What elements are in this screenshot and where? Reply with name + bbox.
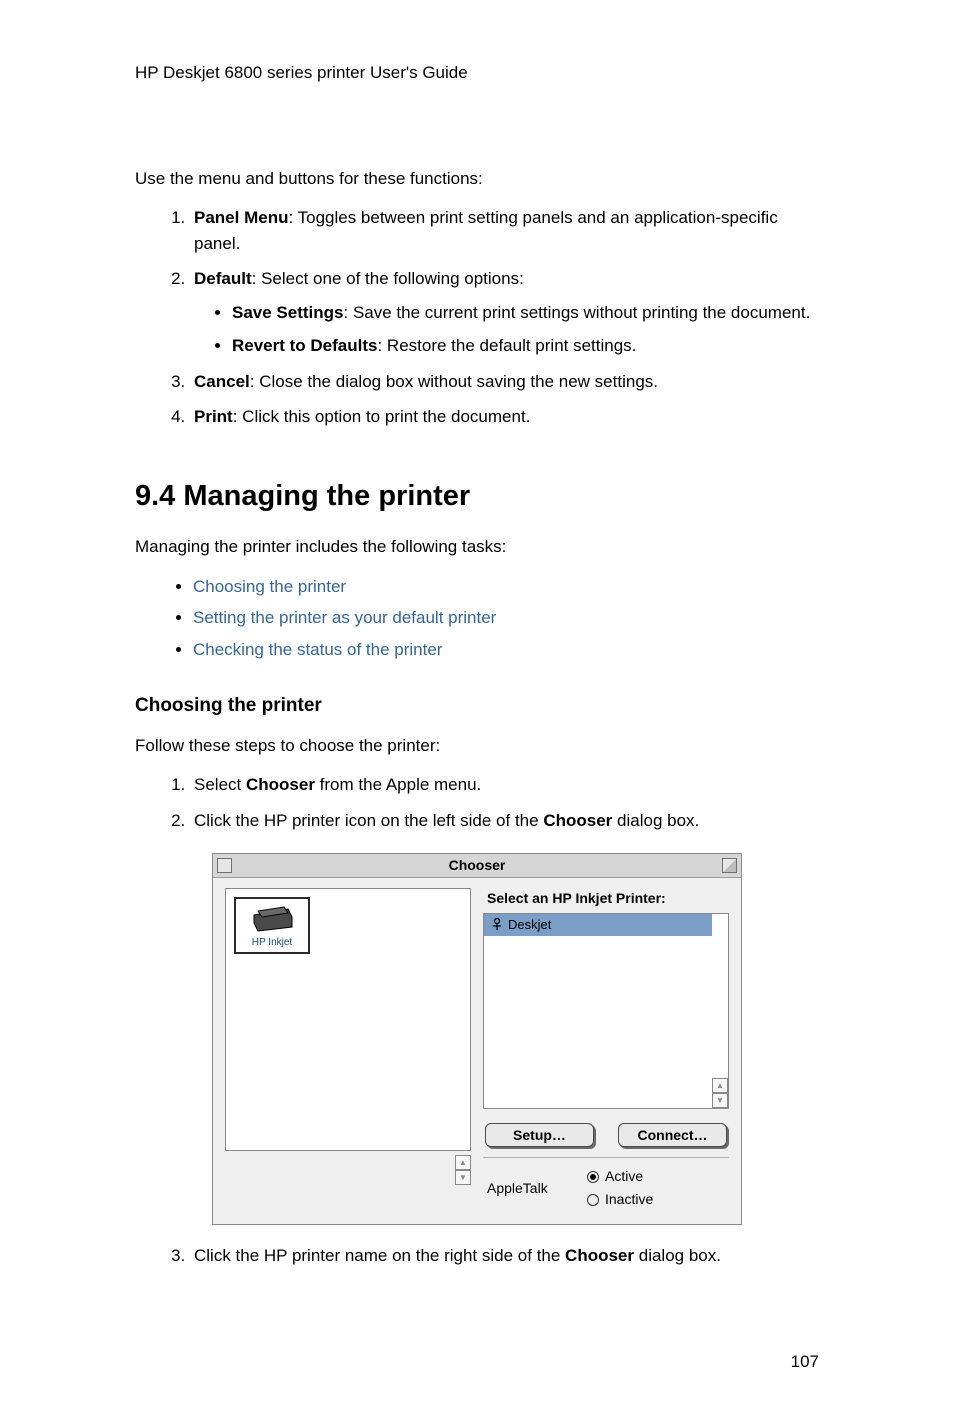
driver-label: HP Inkjet (238, 935, 306, 950)
zoom-box-icon[interactable] (722, 858, 737, 873)
hp-inkjet-driver-item[interactable]: HP Inkjet (234, 897, 310, 954)
desc: : Restore the default print settings. (377, 336, 636, 355)
appletalk-group: AppleTalk Active Inactive (483, 1166, 729, 1212)
desc: : Click this option to print the documen… (233, 407, 531, 426)
printer-icon (248, 903, 296, 933)
dialog-title: Chooser (449, 855, 506, 876)
term: Chooser (565, 1246, 634, 1265)
printer-list[interactable]: Deskjet ▲ ▼ (483, 913, 729, 1109)
step-text: from the Apple menu. (315, 775, 481, 794)
step-text: Click the HP printer icon on the left si… (194, 811, 543, 830)
list-item: Setting the printer as your default prin… (193, 605, 819, 631)
term: Chooser (543, 811, 612, 830)
appletalk-label: AppleTalk (487, 1178, 587, 1199)
list-item: Print: Click this option to print the do… (190, 404, 819, 430)
section-heading: 9.4 Managing the printer (135, 475, 819, 519)
choosing-steps-list-cont: Click the HP printer name on the right s… (135, 1243, 819, 1269)
list-item: Panel Menu: Toggles between print settin… (190, 205, 819, 256)
list-item: Save Settings: Save the current print se… (232, 300, 819, 326)
term: Save Settings (232, 303, 344, 322)
step-text: Click the HP printer name on the right s… (194, 1246, 565, 1265)
radio-icon (587, 1171, 599, 1183)
subsection-intro: Follow these steps to choose the printer… (135, 733, 819, 759)
scroll-down-icon[interactable]: ▼ (712, 1093, 728, 1108)
sub-options-list: Save Settings: Save the current print se… (194, 300, 819, 359)
term: Print (194, 407, 233, 426)
term: Revert to Defaults (232, 336, 377, 355)
dialog-titlebar: Chooser (213, 854, 741, 878)
connect-button[interactable]: Connect… (618, 1123, 727, 1147)
radio-label: Inactive (605, 1189, 653, 1210)
scroll-up-icon[interactable]: ▲ (455, 1155, 471, 1170)
list-item: Revert to Defaults: Restore the default … (232, 333, 819, 359)
list-item: Choosing the printer (193, 574, 819, 600)
list-item: Click the HP printer icon on the left si… (190, 808, 819, 834)
page-number: 107 (135, 1349, 819, 1375)
printer-name: Deskjet (508, 915, 551, 935)
choosing-steps-list: Select Chooser from the Apple menu. Clic… (135, 772, 819, 833)
section-intro: Managing the printer includes the follow… (135, 534, 819, 560)
radio-icon (587, 1194, 599, 1206)
desc: : Select one of the following options: (252, 269, 524, 288)
subsection-heading: Choosing the printer (135, 692, 819, 721)
term: Panel Menu (194, 208, 288, 227)
scroll-down-icon[interactable]: ▼ (455, 1170, 471, 1185)
list-item: Cancel: Close the dialog box without sav… (190, 369, 819, 395)
task-links-list: Choosing the printer Setting the printer… (135, 574, 819, 663)
radio-label: Active (605, 1166, 643, 1187)
appletalk-active-radio[interactable]: Active (587, 1166, 653, 1187)
desc: : Save the current print settings withou… (344, 303, 811, 322)
term: Default (194, 269, 252, 288)
step-text: Select (194, 775, 246, 794)
chooser-dialog: Chooser HP Inkjet (212, 853, 742, 1225)
list-item: Select Chooser from the Apple menu. (190, 772, 819, 798)
link-choosing-printer[interactable]: Choosing the printer (193, 577, 346, 596)
step-text: dialog box. (634, 1246, 721, 1265)
list-item: Default: Select one of the following opt… (190, 266, 819, 359)
printer-list-item[interactable]: Deskjet (484, 914, 712, 936)
link-check-status[interactable]: Checking the status of the printer (193, 640, 442, 659)
intro-text: Use the menu and buttons for these funct… (135, 166, 819, 192)
setup-button[interactable]: Setup… (485, 1123, 594, 1147)
printer-glyph-icon (490, 918, 504, 932)
divider (483, 1157, 729, 1158)
list-item: Click the HP printer name on the right s… (190, 1243, 819, 1269)
term: Chooser (246, 775, 315, 794)
term: Cancel (194, 372, 250, 391)
menu-functions-list: Panel Menu: Toggles between print settin… (135, 205, 819, 430)
link-default-printer[interactable]: Setting the printer as your default prin… (193, 608, 496, 627)
desc: : Close the dialog box without saving th… (250, 372, 658, 391)
appletalk-inactive-radio[interactable]: Inactive (587, 1189, 653, 1210)
step-text: dialog box. (612, 811, 699, 830)
list-item: Checking the status of the printer (193, 637, 819, 663)
scroll-up-icon[interactable]: ▲ (712, 1078, 728, 1093)
close-box-icon[interactable] (217, 858, 232, 873)
driver-list[interactable]: HP Inkjet (225, 888, 471, 1151)
page-header: HP Deskjet 6800 series printer User's Gu… (135, 60, 819, 86)
printer-list-label: Select an HP Inkjet Printer: (487, 888, 729, 909)
